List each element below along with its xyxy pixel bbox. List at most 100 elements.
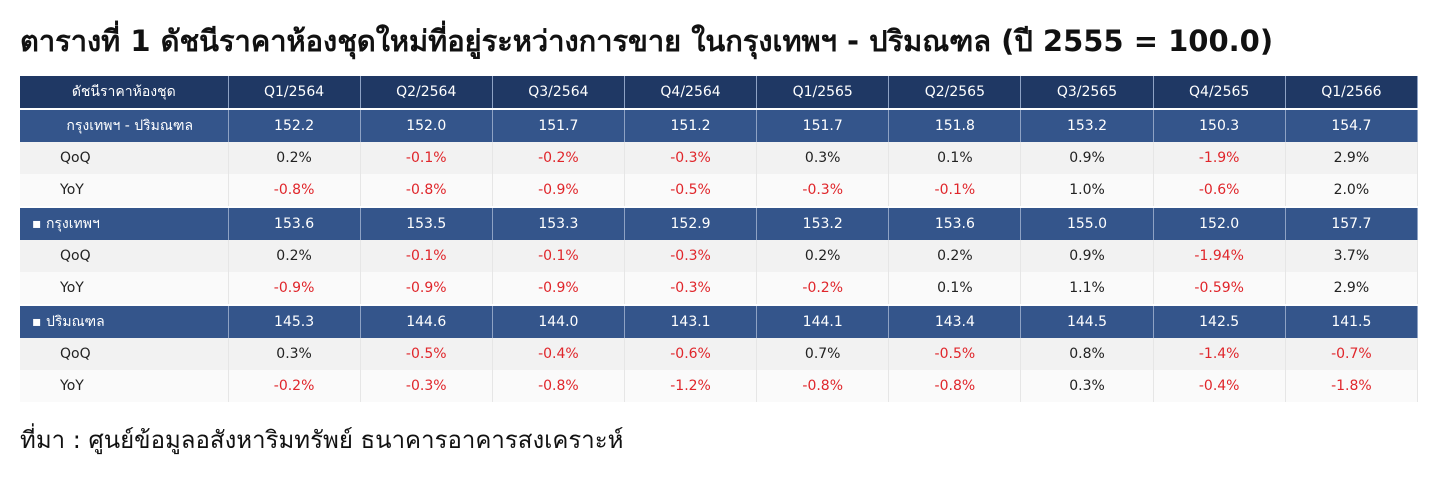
value-cell: -0.9% [360,272,493,305]
row-label: YoY [20,272,229,305]
value-cell: 154.7 [1285,108,1419,142]
value-cell: 0.8% [1020,338,1154,370]
value-cell: -0.1% [360,142,493,174]
value-cell: 153.2 [756,206,890,240]
value-cell: -0.8% [888,370,1022,402]
value-cell: 153.6 [888,206,1022,240]
table-row: ▪ กรุงเทพฯ 153.6 153.5 153.3 152.9 153.2 153.6… [20,206,1419,240]
table-row: กรุงเทพฯ - ปริมณฑล 152.2 152.0 151.7 151.2 15… [20,108,1419,142]
value-cell: -1.8% [1285,370,1419,402]
header-row: ดัชนีราคาห้องชุด Q1/2564 Q2/2564 Q3/2564 Q4/… [20,76,1419,109]
value-cell: 153.6 [228,206,361,240]
value-cell: -0.8% [228,174,361,207]
column-header: Q4/2565 [1153,76,1286,109]
value-cell: 0.1% [888,272,1022,305]
value-cell: 145.3 [228,304,361,338]
value-cell: 0.3% [756,142,890,174]
title: ตารางที่ 1 ดัชนีราคาห้องชุดใหม่ที่อยู่ระ… [20,24,1274,58]
value-cell: 3.7% [1285,240,1419,272]
value-cell: 0.9% [1020,240,1154,272]
value-cell: -0.7% [1285,338,1419,370]
value-cell: -0.3% [624,142,758,174]
value-cell: 153.5 [360,206,493,240]
value-cell: 144.1 [756,304,890,338]
value-cell: 0.2% [756,240,890,272]
value-cell: 152.9 [624,206,758,240]
column-header: Q2/2564 [360,76,493,109]
row-label: กรุงเทพฯ - ปริมณฑล [20,108,229,142]
column-header: Q1/2565 [756,76,890,109]
value-cell: -0.9% [228,272,361,305]
value-cell: -0.8% [360,174,493,207]
value-cell: 157.7 [1285,206,1419,240]
value-cell: -0.5% [360,338,493,370]
value-cell: 142.5 [1153,304,1286,338]
value-cell: -0.3% [360,370,493,402]
row-label: QoQ [20,240,229,272]
row-label: YoY [20,370,229,402]
value-cell: 153.2 [1020,108,1154,142]
value-cell: 144.6 [360,304,493,338]
value-cell: -0.1% [888,174,1022,207]
value-cell: 152.2 [228,108,361,142]
value-cell: 151.8 [888,108,1022,142]
column-header: Q3/2565 [1020,76,1154,109]
value-cell: -0.2% [228,370,361,402]
value-cell: 2.0% [1285,174,1419,207]
column-header: Q3/2564 [492,76,625,109]
value-cell: 0.2% [228,240,361,272]
row-label: ▪ ปริมณฑล [20,304,229,338]
value-cell: -0.3% [756,174,890,207]
value-cell: -0.2% [756,272,890,305]
value-cell: -0.5% [624,174,758,207]
value-cell: -0.9% [492,174,625,207]
column-header: Q1/2566 [1285,76,1419,109]
value-cell: 0.3% [1020,370,1154,402]
column-header: Q2/2565 [888,76,1022,109]
table-row: ▪ ปริมณฑล 145.3 144.6 144.0 143.1 144.1 143.4 1… [20,304,1419,338]
value-cell: -0.5% [888,338,1022,370]
value-cell: -0.59% [1153,272,1286,305]
value-cell: -0.1% [492,240,625,272]
value-cell: 143.1 [624,304,758,338]
column-header: Q4/2564 [624,76,758,109]
table-body: กรุงเทพฯ - ปริมณฑล 152.2 152.0 151.7 151.2 15… [20,108,1419,402]
value-cell: -0.3% [624,272,758,305]
value-cell: -0.3% [624,240,758,272]
row-label: QoQ [20,338,229,370]
table-row: QoQ 0.2% -0.1% -0.1% -0.3% 0.2% 0.2% 0.9% -1.94%… [20,240,1419,272]
value-cell: -1.2% [624,370,758,402]
table-row: QoQ 0.2% -0.1% -0.2% -0.3% 0.3% 0.1% 0.9% -1.9% 2… [20,142,1419,174]
value-cell: -1.4% [1153,338,1286,370]
value-cell: -0.9% [492,272,625,305]
row-header-title: ดัชนีราคาห้องชุด [20,76,229,109]
value-cell: 0.7% [756,338,890,370]
value-cell: 0.3% [228,338,361,370]
source-note: ที่มา : ศูนย์ข้อมูลอสังหาริมทรัพย์ ธนาคา… [20,426,624,454]
value-cell: 151.2 [624,108,758,142]
value-cell: 153.3 [492,206,625,240]
value-cell: -1.94% [1153,240,1286,272]
value-cell: 2.9% [1285,272,1419,305]
table-row: YoY -0.2% -0.3% -0.8% -1.2% -0.8% -0.8% 0.3% -0.… [20,370,1419,402]
table-row: YoY -0.9% -0.9% -0.9% -0.3% -0.2% 0.1% 1.1% -0.5… [20,272,1419,305]
value-cell: 144.0 [492,304,625,338]
value-cell: -0.4% [492,338,625,370]
value-cell: -0.6% [1153,174,1286,207]
row-label: YoY [20,174,229,207]
column-header: Q1/2564 [228,76,361,109]
value-cell: 144.5 [1020,304,1154,338]
value-cell: 152.0 [1153,206,1286,240]
value-cell: 152.0 [360,108,493,142]
value-cell: 151.7 [492,108,625,142]
value-cell: -0.1% [360,240,493,272]
value-cell: 143.4 [888,304,1022,338]
value-cell: -1.9% [1153,142,1286,174]
value-cell: 0.9% [1020,142,1154,174]
value-cell: 0.1% [888,142,1022,174]
value-cell: -0.4% [1153,370,1286,402]
value-cell: 1.1% [1020,272,1154,305]
value-cell: 0.2% [228,142,361,174]
value-cell: 155.0 [1020,206,1154,240]
